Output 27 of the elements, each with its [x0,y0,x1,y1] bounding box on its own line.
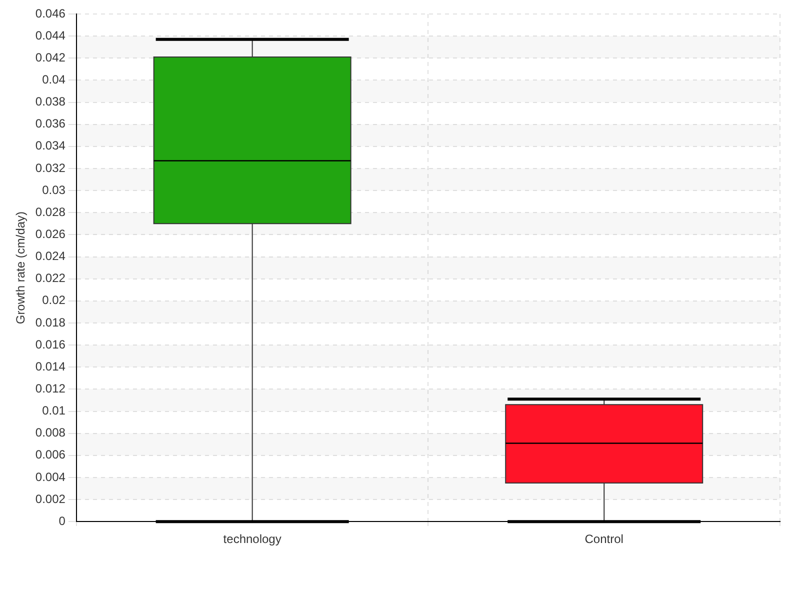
y-tick-label: 0.04 [42,72,66,87]
y-tick-label: 0.004 [35,470,66,484]
y-tick-label: 0.022 [35,271,66,286]
y-tick-label: 0.018 [35,315,66,330]
y-tick-label: 0.028 [35,204,66,219]
y-tick-label: 0.026 [35,227,66,242]
y-tick-label: 0.02 [42,293,66,308]
y-tick-label: 0.008 [35,426,66,440]
y-tick-label: 0.044 [35,28,66,42]
x-tick-label: technology [223,532,282,546]
y-tick-label: 0.024 [35,249,66,264]
y-tick-label: 0.012 [35,381,66,396]
y-tick-label: 0.006 [35,448,66,462]
x-tick-label: Control [584,532,624,546]
y-tick-label: 0.046 [35,6,66,20]
y-tick-label: 0.042 [35,50,66,64]
y-tick-label: 0.034 [35,138,66,153]
y-tick-label: 0.03 [42,182,66,197]
y-tick-label: 0.014 [35,359,66,374]
y-tick-label: 0.038 [35,94,66,109]
y-tick-label: 0.01 [42,404,66,418]
y-tick-label: 0.032 [35,160,66,175]
y-tick-label: 0 [58,514,66,528]
y-tick-label: 0.016 [35,337,66,352]
y-tick-label: 0.036 [35,116,66,131]
y-tick-label: 0.002 [35,492,66,506]
y-axis-title: Growth rate (cm/day) [14,211,28,324]
